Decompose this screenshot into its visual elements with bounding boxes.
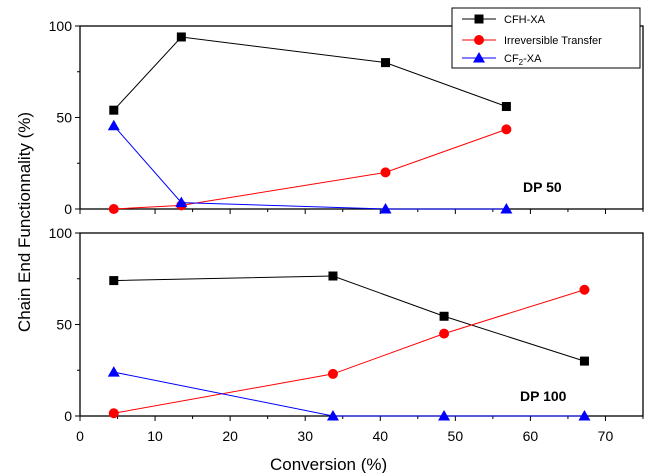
legend-marker-cfh-xa (474, 14, 484, 24)
x-tick-label: 70 (598, 428, 614, 444)
series-line-cf2-xa (113, 371, 585, 417)
series-line-irreversible-transfer (113, 289, 585, 414)
y-tick-label: 100 (49, 225, 73, 241)
series-layer (107, 32, 591, 421)
data-point-cf2-xa (326, 410, 339, 421)
legend-marker-irreversible-transfer (474, 35, 484, 45)
x-tick-label: 10 (147, 428, 163, 444)
top-panel-dp-label: DP 50 (523, 179, 562, 195)
bottom-panel-dp-label: DP 100 (520, 388, 567, 404)
data-point-cfh-xa (109, 276, 119, 286)
y-tick-label: 0 (64, 408, 72, 424)
series-line-cfh-xa (113, 36, 507, 111)
legend-marker-cf2-xa (473, 52, 485, 63)
data-point-cf2-xa (500, 203, 513, 214)
x-axis-title: Conversion (%) (270, 455, 387, 473)
tick-layer: 0 10 20 30 40 50 60 70 0 50 100 0 50 100 (49, 18, 644, 444)
y-tick-label: 100 (49, 18, 73, 34)
series-line-cf2-xa (113, 125, 507, 210)
data-point-cfh-xa (439, 311, 449, 321)
y-tick-label: 50 (56, 317, 72, 333)
data-point-irreversible-transfer (108, 204, 119, 214)
y-tick-label: 50 (56, 110, 72, 126)
data-point-irreversible-transfer (501, 124, 512, 135)
data-point-cfh-xa (176, 32, 186, 42)
data-point-irreversible-transfer (108, 408, 119, 419)
x-tick-label: 50 (448, 428, 464, 444)
data-point-cf2-xa (107, 119, 120, 131)
x-tick-label: 60 (523, 428, 539, 444)
data-point-cf2-xa (578, 410, 591, 421)
data-point-irreversible-transfer (579, 284, 590, 295)
data-point-cf2-xa (107, 366, 120, 377)
legend-symbols (462, 14, 496, 63)
data-point-cfh-xa (109, 105, 119, 115)
legend-label-cf2-xa: CF2-XA (504, 53, 542, 67)
x-tick-label: 40 (372, 428, 388, 444)
data-point-cf2-xa (438, 410, 451, 421)
data-point-cfh-xa (328, 271, 338, 281)
data-point-cfh-xa (501, 102, 511, 112)
data-point-cfh-xa (381, 58, 391, 68)
y-tick-label: 0 (64, 201, 72, 217)
legend: CFH-XA Irreversible Transfer CF2-XA (451, 7, 641, 69)
legend-label-cfh-xa: CFH-XA (504, 14, 546, 26)
data-point-cfh-xa (579, 356, 589, 366)
y-axis-title: Chain End Functionnality (%) (15, 112, 34, 332)
data-point-irreversible-transfer (439, 328, 450, 339)
data-point-cf2-xa (175, 196, 188, 208)
series-line-irreversible-transfer (113, 128, 507, 210)
x-tick-label: 30 (297, 428, 313, 444)
data-point-irreversible-transfer (327, 368, 338, 379)
x-tick-label: 0 (76, 428, 84, 444)
x-tick-label: 20 (222, 428, 238, 444)
legend-label-irreversible-transfer: Irreversible Transfer (504, 35, 602, 47)
series-line-cfh-xa (113, 275, 585, 362)
data-point-cf2-xa (379, 203, 392, 214)
data-point-irreversible-transfer (380, 167, 391, 178)
